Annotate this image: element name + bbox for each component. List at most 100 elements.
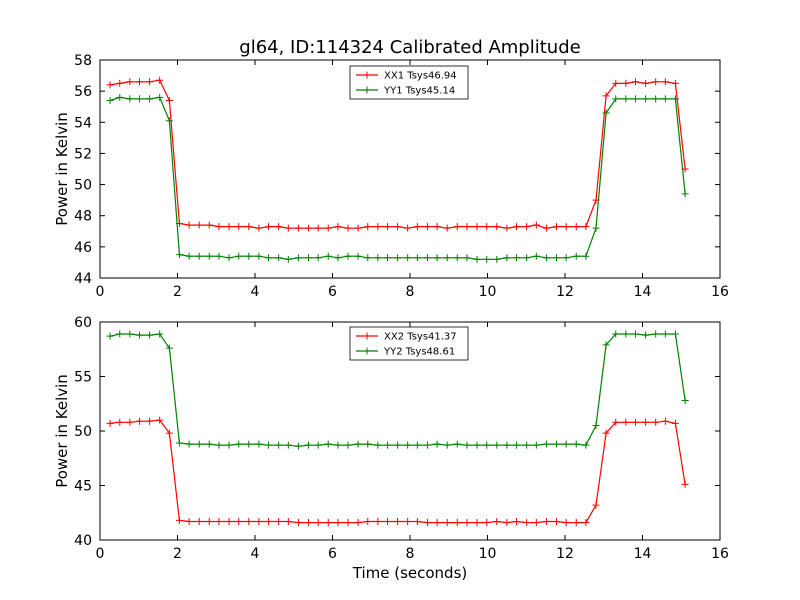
data-point bbox=[562, 519, 570, 527]
data-point bbox=[612, 330, 620, 338]
data-point bbox=[185, 221, 193, 229]
data-point bbox=[364, 517, 372, 525]
data-point bbox=[175, 220, 183, 227]
data-point bbox=[106, 81, 114, 89]
legend-marker bbox=[363, 71, 371, 79]
data-point bbox=[255, 517, 263, 525]
data-point bbox=[304, 254, 312, 262]
data-point bbox=[671, 419, 679, 427]
data-point bbox=[324, 440, 332, 448]
data-point bbox=[275, 223, 283, 231]
data-point bbox=[205, 252, 213, 260]
data-point bbox=[394, 441, 402, 449]
data-point bbox=[473, 223, 481, 231]
data-point bbox=[453, 223, 461, 231]
x-tick-label: 0 bbox=[96, 284, 105, 300]
data-point bbox=[394, 517, 402, 525]
data-point bbox=[275, 254, 283, 262]
data-point bbox=[552, 440, 560, 448]
data-point bbox=[294, 224, 302, 232]
data-point bbox=[265, 223, 273, 231]
data-point bbox=[284, 224, 292, 232]
data-point bbox=[532, 441, 540, 449]
data-point bbox=[364, 223, 372, 231]
data-point bbox=[671, 95, 679, 103]
y-tick-label: 50 bbox=[74, 424, 92, 440]
data-point bbox=[503, 224, 511, 232]
legend-entry: YY2 Tsys48.61 bbox=[383, 347, 455, 358]
data-point bbox=[294, 442, 302, 450]
data-point bbox=[602, 429, 610, 437]
data-point bbox=[542, 254, 550, 262]
data-point bbox=[443, 254, 451, 262]
data-point bbox=[612, 79, 620, 87]
data-point bbox=[413, 517, 421, 525]
data-point bbox=[532, 252, 540, 260]
data-point bbox=[324, 224, 332, 232]
data-point bbox=[671, 330, 679, 338]
data-point bbox=[136, 95, 144, 103]
legend-entry: YY1 Tsys45.14 bbox=[383, 86, 455, 97]
data-point bbox=[443, 519, 451, 527]
data-point bbox=[384, 254, 392, 262]
data-point bbox=[413, 223, 421, 231]
data-point bbox=[106, 332, 114, 340]
data-point bbox=[165, 96, 173, 104]
data-point bbox=[146, 95, 154, 103]
y-tick-label: 46 bbox=[74, 240, 92, 256]
data-point bbox=[156, 76, 164, 84]
data-point bbox=[235, 440, 243, 448]
data-point bbox=[235, 517, 243, 525]
data-point bbox=[354, 252, 362, 260]
legend-top: XX1 Tsys46.94 YY1 Tsys45.14 bbox=[349, 65, 469, 100]
data-point bbox=[106, 96, 114, 104]
data-point bbox=[523, 223, 531, 231]
data-point bbox=[225, 254, 233, 262]
data-point bbox=[314, 224, 322, 232]
data-point bbox=[681, 396, 689, 404]
data-point bbox=[503, 254, 511, 262]
data-point bbox=[344, 519, 352, 527]
data-point bbox=[314, 441, 322, 449]
x-tick-label: 12 bbox=[556, 546, 574, 562]
data-point bbox=[523, 441, 531, 449]
data-point bbox=[136, 331, 144, 339]
y-axis-label-bottom: Power in Kelvin bbox=[53, 374, 71, 488]
data-point bbox=[304, 224, 312, 232]
data-point bbox=[116, 418, 124, 426]
y-tick-label: 55 bbox=[74, 370, 92, 386]
data-point bbox=[642, 95, 650, 103]
data-point bbox=[156, 416, 164, 424]
data-point bbox=[205, 517, 213, 525]
data-point bbox=[314, 254, 322, 262]
data-point bbox=[255, 440, 263, 448]
data-point bbox=[374, 517, 382, 525]
data-point bbox=[215, 223, 223, 231]
data-point bbox=[235, 252, 243, 260]
data-point bbox=[136, 417, 144, 425]
data-point bbox=[652, 95, 660, 103]
legend-marker bbox=[363, 86, 371, 94]
data-point bbox=[433, 440, 441, 448]
data-point bbox=[453, 254, 461, 262]
data-point bbox=[582, 519, 590, 527]
data-point bbox=[582, 252, 590, 260]
data-point bbox=[592, 501, 600, 509]
data-point bbox=[334, 254, 342, 262]
data-point bbox=[681, 165, 689, 173]
data-point bbox=[463, 519, 471, 527]
data-point bbox=[185, 517, 193, 525]
data-point bbox=[106, 419, 114, 427]
x-tick-label: 4 bbox=[251, 284, 260, 300]
data-point bbox=[215, 252, 223, 260]
data-point bbox=[175, 516, 183, 524]
data-point bbox=[622, 79, 630, 87]
data-point bbox=[493, 223, 501, 231]
legend-entry: XX2 Tsys41.37 bbox=[384, 332, 457, 343]
data-point bbox=[513, 223, 521, 231]
x-tick-label: 10 bbox=[479, 284, 497, 300]
data-point bbox=[344, 252, 352, 260]
subplot-top: gl64, ID:114324 Calibrated Amplitude Pow… bbox=[53, 37, 729, 300]
data-point bbox=[493, 255, 501, 263]
data-point bbox=[681, 190, 689, 198]
